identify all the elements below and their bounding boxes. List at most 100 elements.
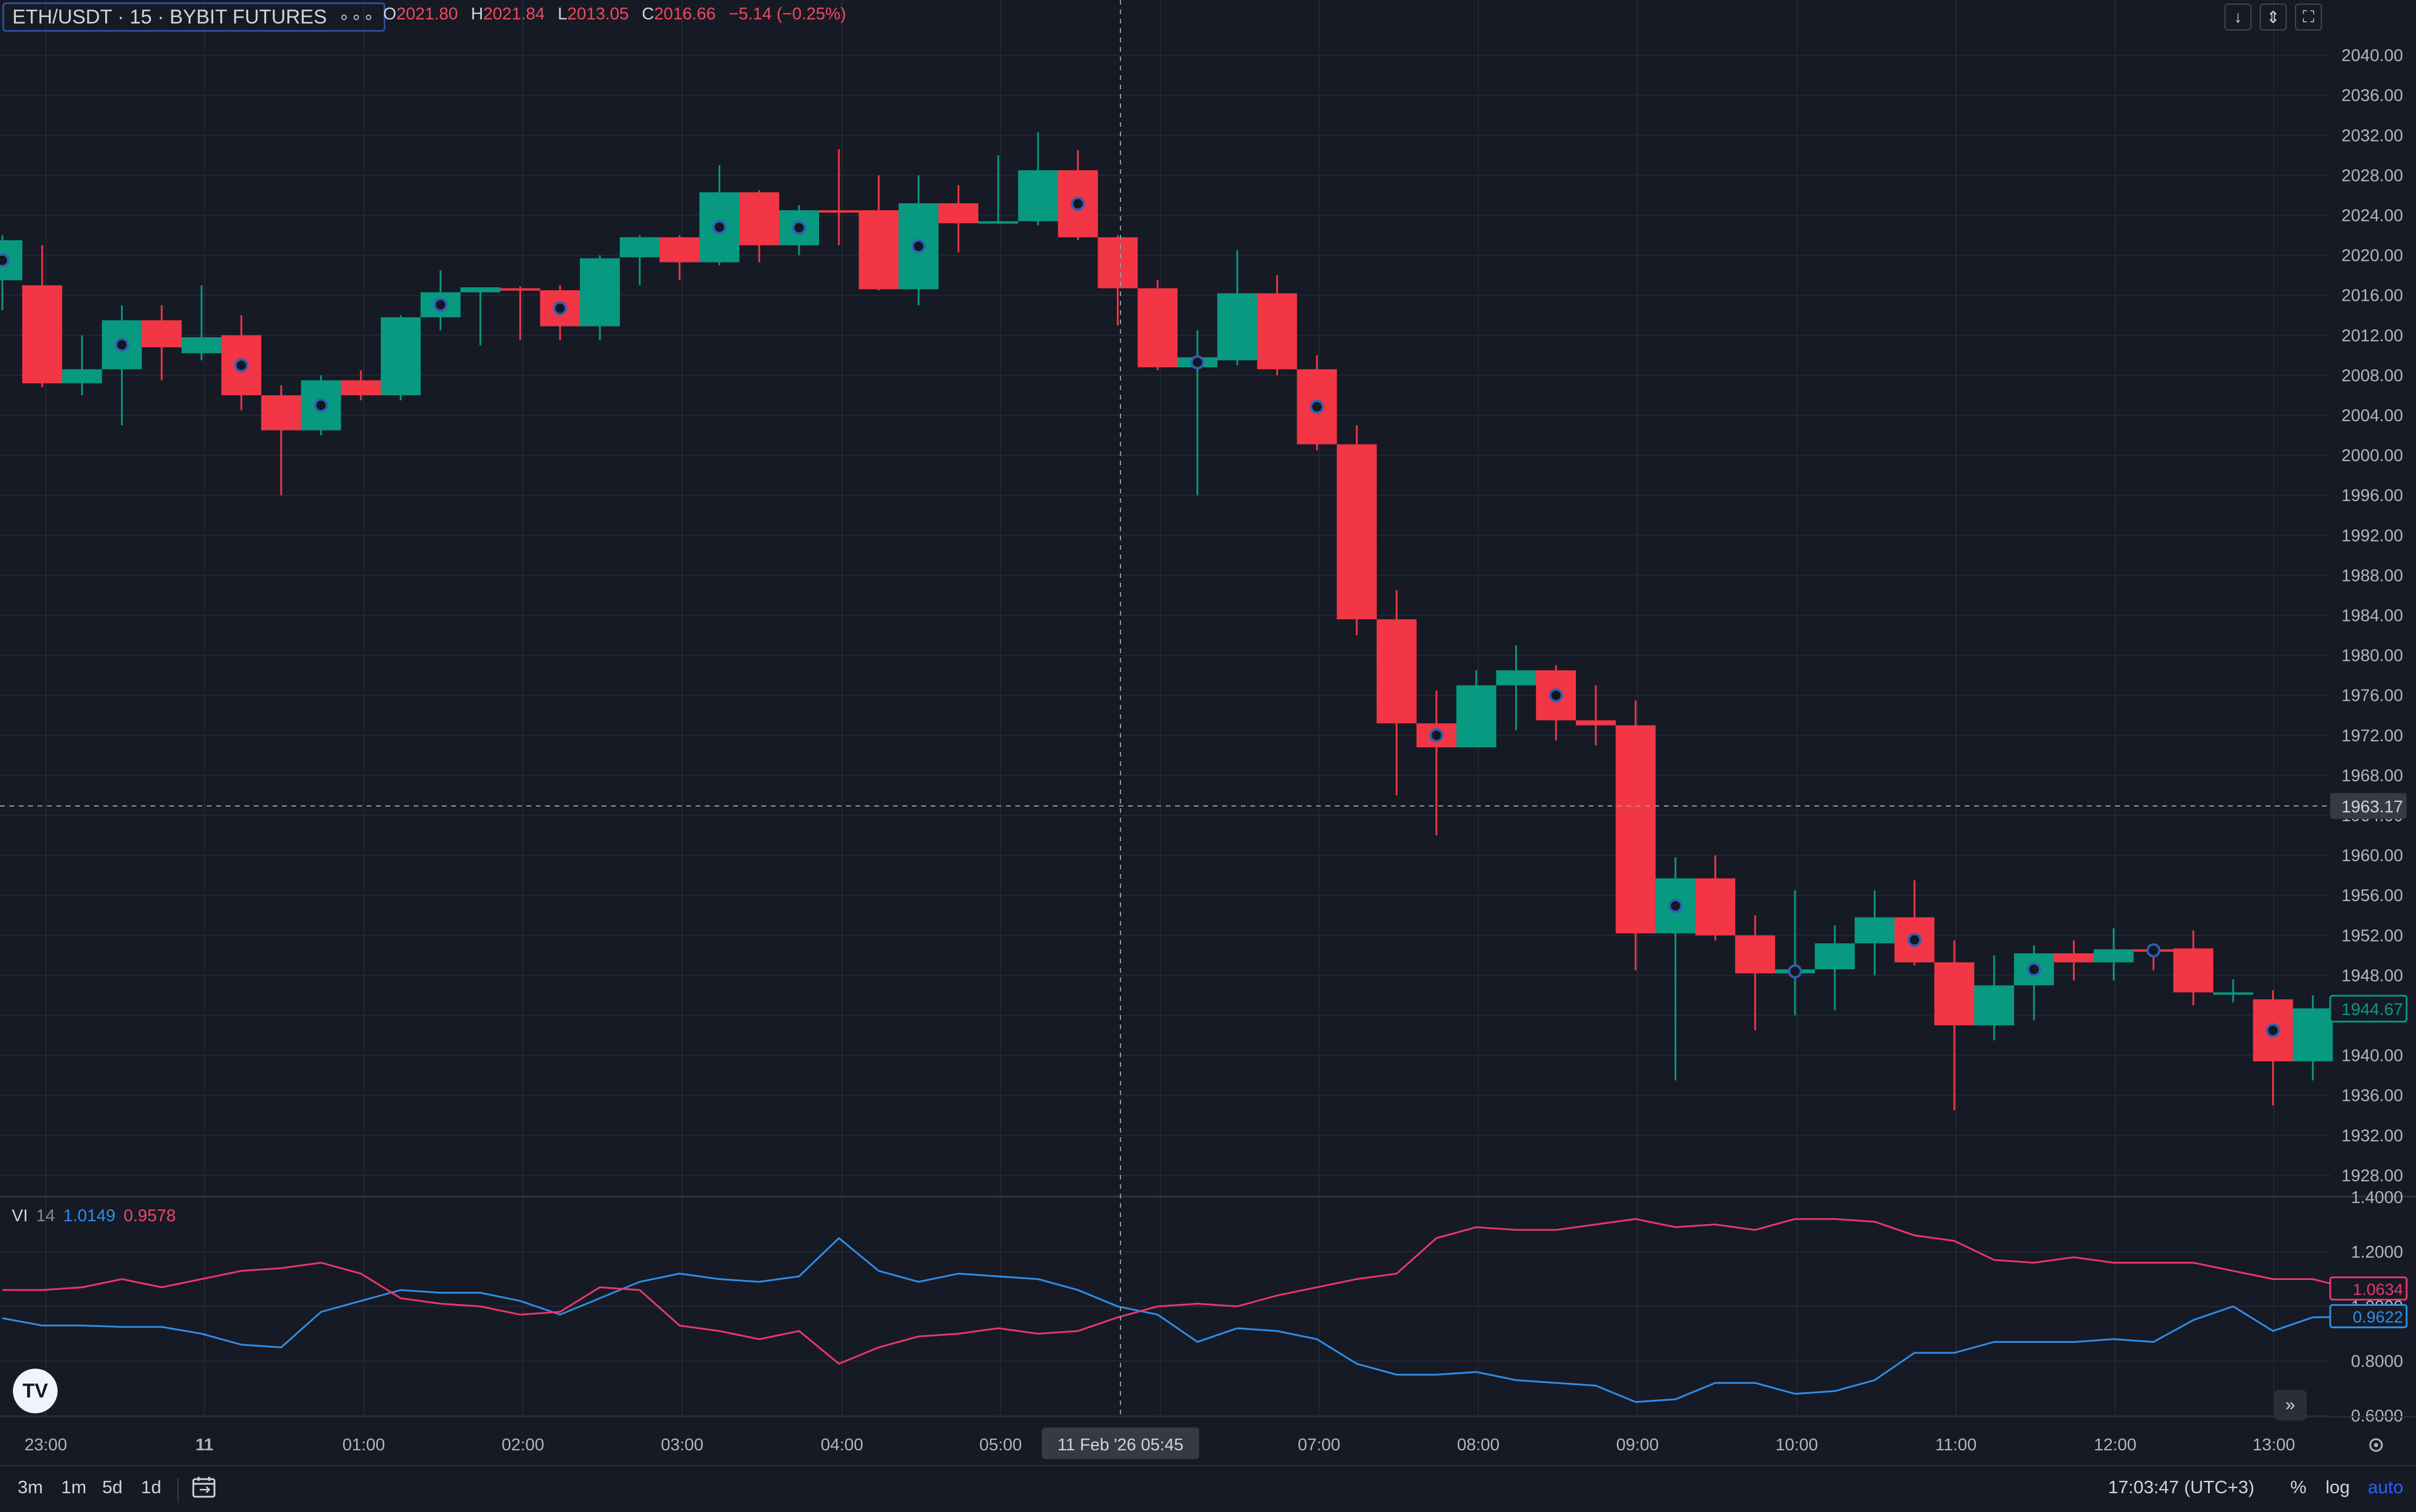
time-axis-label: 11:00	[1935, 1436, 1977, 1454]
candle-body	[341, 380, 381, 395]
time-axis-label: 02:00	[502, 1436, 545, 1454]
time-axis-label: 04:00	[821, 1436, 864, 1454]
price-axis-label: 2040.00	[2341, 46, 2403, 65]
vi-plus-badge	[2329, 1304, 2408, 1329]
signal-marker	[1788, 964, 1802, 979]
fullscreen-icon[interactable]: ⛶	[2295, 4, 2322, 31]
signal-marker	[0, 253, 9, 268]
low-value: 2013.05	[567, 5, 629, 23]
candle-body	[1854, 917, 1895, 943]
more-dots-icon[interactable]: ∘∘∘	[338, 7, 375, 27]
time-axis-label: 23:00	[25, 1436, 68, 1454]
log-scale-toggle[interactable]: log	[2326, 1477, 2350, 1497]
candle-body	[2173, 948, 2213, 993]
tradingview-logo-icon[interactable]: TV	[13, 1369, 58, 1413]
candle-body	[938, 203, 979, 224]
candle-body	[1098, 237, 1138, 288]
candle-body	[182, 337, 222, 354]
clock-timezone[interactable]: 17:03:47 (UTC+3)	[2108, 1477, 2254, 1497]
high-value: 2021.84	[483, 5, 545, 23]
collapse-icon[interactable]: ⇕	[2260, 4, 2287, 31]
price-axis-label: 2004.00	[2341, 406, 2403, 425]
candle-body	[2293, 1008, 2333, 1061]
crosshair-time-badge	[1042, 1427, 1199, 1459]
candle-body	[1735, 935, 1776, 974]
vi-period: 14	[36, 1207, 55, 1225]
vi-legend[interactable]: VI 14 1.0149 0.9578	[12, 1207, 176, 1226]
price-axis-label: 1952.00	[2341, 926, 2403, 945]
time-axis-label: 12:00	[2094, 1436, 2137, 1454]
price-axis-label: 1984.00	[2341, 607, 2403, 626]
range-3m-button[interactable]: 3m	[18, 1477, 43, 1497]
signal-marker	[234, 358, 249, 372]
crosshair-time-label: 11 Feb '26 05:45	[1058, 1436, 1184, 1454]
change-value: −5.14 (−0.25%)	[729, 5, 847, 23]
ohlc-legend: O2021.80 H2021.84 L2013.05 C2016.66 −5.1…	[383, 5, 846, 24]
percent-scale-toggle[interactable]: %	[2290, 1477, 2307, 1497]
signal-marker	[792, 220, 806, 235]
open-label: O	[383, 5, 397, 23]
signal-marker	[1310, 399, 1324, 414]
last-price-label: 1944.67	[2341, 1000, 2403, 1019]
vi-plus-line	[2, 1237, 2353, 1403]
date-range-calendar-icon[interactable]	[192, 1476, 217, 1499]
range-5d-button[interactable]: 5d	[102, 1477, 123, 1497]
vi-minus-line	[2, 1218, 2353, 1365]
close-value: 2016.66	[654, 5, 716, 23]
candle-body	[1934, 962, 1975, 1026]
price-axis-label: 2016.00	[2341, 287, 2403, 305]
candle-body	[1695, 878, 1736, 936]
candle-body	[62, 369, 102, 384]
price-axis-label: 1992.00	[2341, 526, 2403, 545]
candle-body	[261, 395, 301, 431]
candle-body	[142, 320, 182, 348]
settings-gear-icon[interactable]	[2365, 1434, 2387, 1456]
candle-body	[2093, 949, 2134, 963]
scroll-down-icon[interactable]: ↓	[2224, 4, 2251, 31]
time-axis-label: 01:00	[343, 1436, 385, 1454]
signal-marker	[1549, 688, 1563, 703]
candle-body	[1377, 619, 1417, 724]
price-axis-label: 1988.00	[2341, 566, 2403, 585]
scroll-to-realtime-icon[interactable]: »	[2274, 1390, 2307, 1420]
symbol-button[interactable]: ETH/USDT · 15 · BYBIT FUTURES ∘∘∘	[2, 2, 385, 32]
bottom-toolbar: 3m 1m 5d 1d 17:03:47 (UTC+3) % log auto	[0, 1465, 2416, 1512]
vi-minus-last-label: 1.0634	[2353, 1281, 2403, 1299]
chart-svg[interactable]: 2040.00 2036.00 2032.00 2028.00 2024.00 2020.…	[0, 0, 2416, 1465]
price-axis-label: 1932.00	[2341, 1127, 2403, 1145]
price-axis-label: 1968.00	[2341, 767, 2403, 785]
candle-body	[381, 317, 421, 395]
price-axis-label: 1996.00	[2341, 486, 2403, 505]
time-axis-label: 10:00	[1776, 1436, 1818, 1454]
crosshair-price-label: 1963.17	[2341, 798, 2403, 817]
price-axis-label: 2036.00	[2341, 86, 2403, 105]
candle-body	[739, 192, 780, 246]
vi-axis-label: 1.2000	[2351, 1243, 2403, 1262]
time-axis-label: 07:00	[1298, 1436, 1341, 1454]
range-1d-button[interactable]: 1d	[141, 1477, 162, 1497]
price-axis-label: 1928.00	[2341, 1167, 2403, 1185]
price-axis-label: 1940.00	[2341, 1047, 2403, 1066]
candle-body	[2213, 992, 2253, 995]
price-axis-label: 1960.00	[2341, 846, 2403, 865]
vi-name: VI	[12, 1207, 28, 1225]
price-axis-label: 1948.00	[2341, 966, 2403, 985]
candle-body	[1576, 720, 1616, 725]
price-axis-label: 1936.00	[2341, 1087, 2403, 1106]
signal-marker	[314, 398, 328, 412]
candle-body	[1337, 444, 1377, 620]
candle-body	[1974, 985, 2014, 1026]
candle-body	[818, 210, 859, 213]
price-axis-label: 1976.00	[2341, 687, 2403, 705]
candle-body	[2053, 953, 2094, 963]
symbol-label: ETH/USDT · 15 · BYBIT FUTURES	[12, 5, 327, 28]
auto-scale-toggle[interactable]: auto	[2368, 1477, 2404, 1497]
time-axis-label: 05:00	[979, 1436, 1022, 1454]
candle-body	[1615, 725, 1656, 933]
candle-body	[619, 237, 660, 257]
vi-axis-label: 1.4000	[2351, 1188, 2403, 1207]
range-1m-button[interactable]: 1m	[61, 1477, 87, 1497]
signal-marker	[911, 239, 926, 254]
price-axis-label: 1972.00	[2341, 727, 2403, 745]
